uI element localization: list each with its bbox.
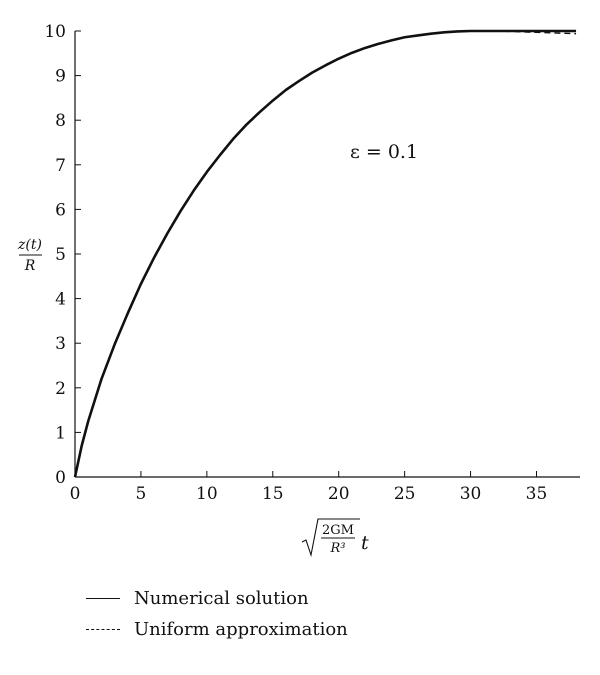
y-tick-label: 5 bbox=[55, 245, 66, 265]
series-line-uniform-approximation bbox=[74, 30, 577, 478]
ticks: 0 5 10 15 20 25 30 35 0 1 2 3 4 5 6 7 8 9 10 bbox=[44, 22, 547, 504]
y-tick-label: 10 bbox=[44, 22, 66, 42]
x-tick-label: 35 bbox=[526, 484, 548, 504]
x-tick-label: 0 bbox=[70, 484, 81, 504]
y-tick-label: 7 bbox=[55, 156, 66, 176]
legend-swatch-dashed bbox=[86, 629, 120, 630]
y-tick-label: 0 bbox=[55, 468, 66, 488]
y-tick-label: 2 bbox=[55, 379, 66, 399]
legend-item-numerical: Numerical solution bbox=[86, 583, 348, 614]
y-label-numerator: z(t) bbox=[17, 237, 42, 253]
x-tick-label: 25 bbox=[394, 484, 416, 504]
y-label-denominator: R bbox=[24, 258, 36, 274]
legend-label-numerical: Numerical solution bbox=[134, 588, 309, 609]
plot-area bbox=[73, 29, 577, 478]
legend: Numerical solution Uniform approximation bbox=[86, 583, 348, 645]
y-tick-label: 9 bbox=[55, 67, 66, 87]
x-tick-label: 15 bbox=[262, 484, 284, 504]
y-tick-label: 6 bbox=[55, 200, 66, 220]
legend-item-uniform: Uniform approximation bbox=[86, 614, 348, 645]
x-label-denominator: R³ bbox=[330, 541, 346, 556]
x-tick-label: 30 bbox=[460, 484, 482, 504]
x-label-numerator: 2GM bbox=[322, 523, 354, 538]
y-tick-label: 8 bbox=[55, 111, 66, 131]
chart: 0 5 10 15 20 25 30 35 0 1 2 3 4 5 6 7 8 9 10 z(t) R 2GM R³… bbox=[17, 22, 580, 558]
y-tick-label: 3 bbox=[55, 334, 66, 354]
series-line-numerical-solution bbox=[73, 29, 577, 478]
legend-label-uniform: Uniform approximation bbox=[134, 619, 348, 640]
y-axis-label: z(t) R bbox=[17, 237, 42, 274]
x-tick-label: 20 bbox=[328, 484, 350, 504]
y-tick-label: 1 bbox=[55, 423, 66, 443]
x-tick-label: 10 bbox=[196, 484, 218, 504]
sqrt-radical bbox=[301, 518, 360, 558]
x-label-suffix: t bbox=[361, 532, 369, 554]
epsilon-annotation: ε = 0.1 bbox=[350, 141, 418, 163]
y-tick-label: 4 bbox=[55, 290, 66, 310]
x-tick-label: 5 bbox=[136, 484, 147, 504]
legend-swatch-solid bbox=[86, 598, 120, 599]
axes bbox=[74, 31, 580, 478]
x-axis-label: 2GM R³ t bbox=[301, 518, 369, 558]
